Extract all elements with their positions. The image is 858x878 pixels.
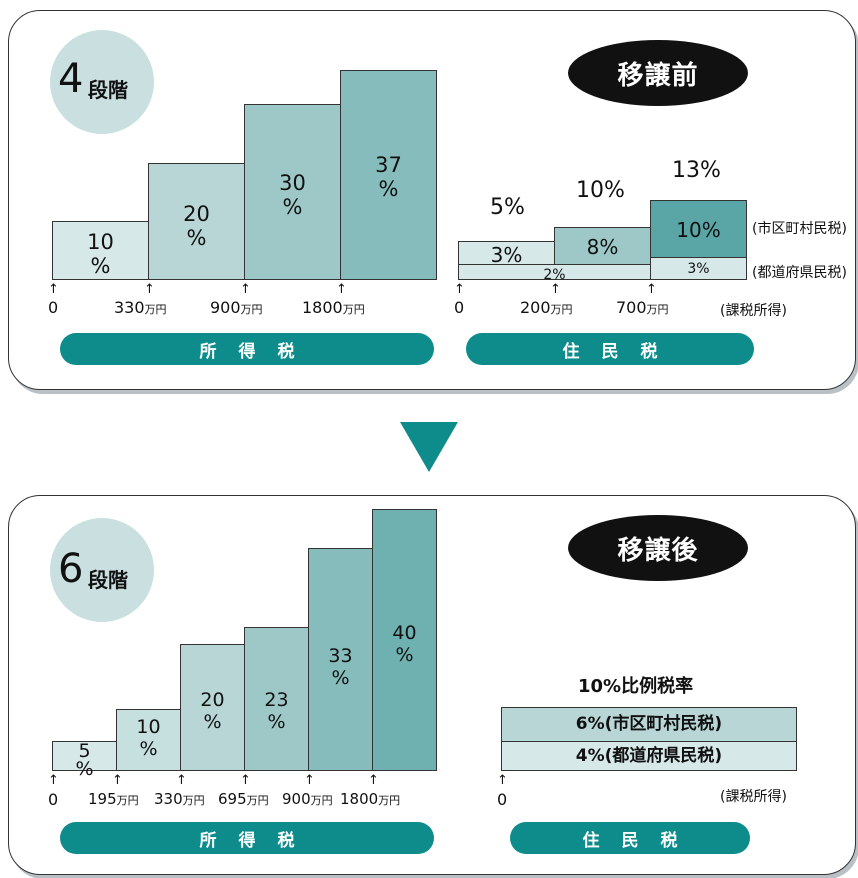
taxable-income-label: (課税所得) [720,789,787,805]
prefectural-bar-3: 3% [650,257,747,280]
pill-income-tax-before: 所得税 [60,333,434,365]
rate-total: 5% [490,195,525,220]
arrow-icon: ↑ [240,282,251,297]
stage-badge-after: 6 段階 [50,518,154,622]
bar-label: 20% [200,689,225,733]
prefectural-bar: 4%(都道府県民税) [501,741,797,771]
bar-label: 20% [183,202,210,250]
tick-label: 900万円 [282,790,333,808]
bar-label: 30% [279,171,306,219]
bar-bracket-2: 10% [116,709,181,771]
tick-label: 1800万円 [302,298,365,317]
pill-income-tax-after: 所得税 [60,822,434,854]
taxable-income-label: (課税所得) [720,303,787,319]
arrow-icon: ↑ [176,773,187,788]
bar-bracket-6: 40% [372,509,437,771]
municipal-bar: 6%(市区町村民税) [501,707,797,742]
arrow-icon: ↑ [304,773,315,788]
bar-bracket-1: 5% [52,741,117,779]
stage-number: 4 [58,56,84,102]
stage-badge-before: 4 段階 [50,30,154,134]
bar-bracket-1: 10% [52,221,149,280]
bar-bracket-4: 23% [244,627,309,771]
arrow-icon: ↑ [454,282,465,297]
arrow-icon: ↑ [144,282,155,297]
pill-resident-tax-before: 住民税 [466,333,754,365]
arrow-icon: ↑ [646,282,657,297]
tick-label: 200万円 [520,298,573,317]
tick-label: 330万円 [154,790,205,808]
proportional-rate-title: 10%比例税率 [578,676,694,697]
prefectural-side-label: (都道府県民税) [752,265,847,281]
arrow-icon: ↑ [112,773,123,788]
tick-label: 695万円 [218,790,269,808]
tick-label: 0 [48,298,59,317]
arrow-icon: ↑ [48,282,59,297]
tick-label: 0 [497,790,508,809]
label-after: 移譲後 [568,515,748,581]
bar-label: 33% [328,645,353,689]
municipal-bar-1: 3% [458,241,555,267]
rate-total: 10% [576,178,625,203]
bar-label: 23% [264,689,289,733]
arrow-icon: ↑ [336,282,347,297]
bar-label: 40% [392,622,417,666]
down-arrow-icon [400,422,458,472]
tick-label: 330万円 [114,298,167,317]
bar-bracket-5: 33% [308,548,373,771]
tick-label: 0 [454,298,465,317]
bar-label: 5% [75,740,94,780]
bar-bracket-3: 20% [180,644,245,771]
municipal-bar-3: 10% [650,200,747,258]
arrow-icon: ↑ [240,773,251,788]
arrow-icon: ↑ [497,773,508,788]
bar-bracket-3: 30% [244,104,341,280]
bar-label: 10% [87,230,114,278]
bar-bracket-4: 37% [340,70,437,280]
tick-label: 700万円 [616,298,669,317]
stage-number: 6 [58,546,84,592]
pill-resident-tax-after: 住民税 [510,822,750,854]
municipal-bar-2: 8% [554,227,651,265]
tick-label: 195万円 [88,790,139,808]
arrow-icon: ↑ [368,773,379,788]
bar-bracket-2: 20% [148,163,245,280]
prefectural-bar-1: 2% [458,264,651,283]
arrow-icon: ↑ [550,282,561,297]
stage-suffix: 段階 [88,78,128,102]
bar-label: 37% [375,153,402,201]
tick-label: 0 [48,790,59,809]
arrow-icon: ↑ [48,773,59,788]
municipal-side-label: (市区町村民税) [752,221,847,237]
bar-label: 10% [136,716,161,760]
rate-total: 13% [672,158,721,183]
stage-suffix: 段階 [88,568,128,592]
tick-label: 1800万円 [340,790,401,808]
tick-label: 900万円 [210,298,263,317]
label-before: 移譲前 [568,40,748,106]
